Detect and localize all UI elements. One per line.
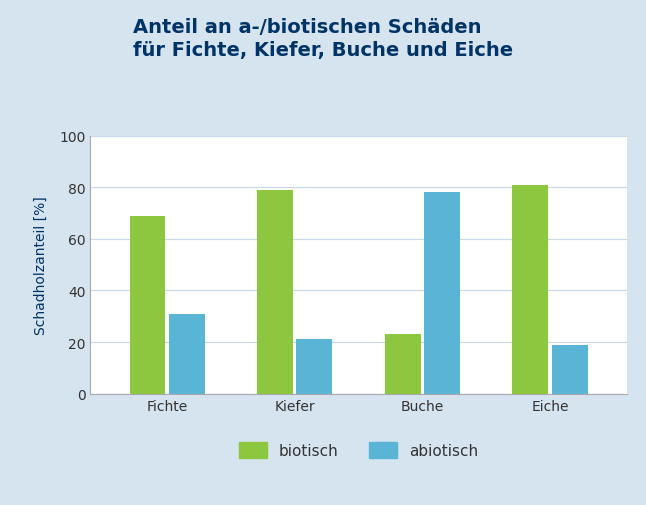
Bar <box>512 185 548 394</box>
Legend: biotisch, abiotisch: biotisch, abiotisch <box>239 442 478 459</box>
Y-axis label: Schadholzanteil [%]: Schadholzanteil [%] <box>34 196 48 334</box>
Bar <box>129 216 165 394</box>
Text: Anteil an a-/biotischen Schäden
für Fichte, Kiefer, Buche und Eiche: Anteil an a-/biotischen Schäden für Fich… <box>133 18 513 60</box>
Bar <box>552 345 588 394</box>
Bar <box>169 314 205 394</box>
Bar <box>257 190 293 394</box>
Bar <box>424 193 460 394</box>
Bar <box>297 340 332 394</box>
Bar <box>385 335 421 394</box>
